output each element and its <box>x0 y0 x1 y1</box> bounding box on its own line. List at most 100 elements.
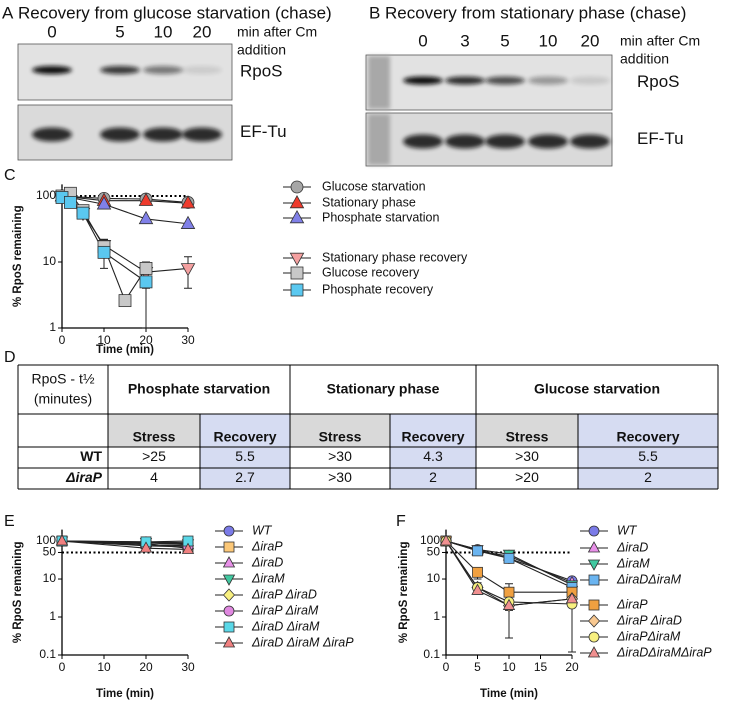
legend-marker <box>222 588 236 602</box>
legend-label: Glucose starvation <box>322 179 426 193</box>
lane-label: 10 <box>154 22 173 41</box>
series-line <box>445 540 573 605</box>
x-tick-label: 10 <box>502 660 516 674</box>
band <box>445 134 485 149</box>
band <box>182 66 222 74</box>
y-tick-label: 10 <box>43 571 57 585</box>
legend-label: ΔiraP ΔiraD <box>251 587 317 601</box>
y-axis-title: % RpoS remaining <box>398 541 410 643</box>
x-axis-title: Time (min) <box>96 688 154 700</box>
band <box>403 134 443 149</box>
lane-label: 5 <box>500 31 509 50</box>
legend-label: ΔiraD <box>251 555 283 569</box>
marker <box>96 196 112 210</box>
cell-bg <box>578 414 718 447</box>
legend-label: ΔiraD <box>616 540 648 554</box>
x-tick-label: 5 <box>474 660 481 674</box>
y-tick-label: 50 <box>43 545 57 559</box>
band <box>143 127 183 142</box>
cell-bg <box>290 414 390 447</box>
y-axis-title: % RpoS remaining <box>12 205 24 307</box>
panel-label: E <box>4 513 15 530</box>
y-tick-label: 100 <box>420 533 440 547</box>
y-tick-label: 50 <box>427 545 441 559</box>
marker <box>76 206 90 220</box>
caption: min after Cm <box>237 24 317 40</box>
legend-label: WT <box>252 523 273 537</box>
legend-marker <box>290 266 304 280</box>
cell: 5.5 <box>235 448 255 464</box>
x-tick-label: 30 <box>181 660 195 674</box>
band <box>528 76 568 85</box>
lane-label: 20 <box>581 31 600 50</box>
y-axis-title: % RpoS remaining <box>12 541 24 643</box>
panel-label: F <box>396 513 406 530</box>
marker <box>64 196 77 209</box>
y-tick-label: 0.1 <box>423 647 440 661</box>
x-tick-label: 20 <box>139 333 153 347</box>
marker <box>502 598 516 610</box>
marker <box>180 215 196 229</box>
band-label: RpoS <box>240 61 283 80</box>
legend-label: Stationary phase recovery <box>322 250 468 264</box>
series-line <box>61 540 189 543</box>
y-tick-label: 0.1 <box>39 647 56 661</box>
band <box>32 127 72 142</box>
x-tick-label: 30 <box>181 333 195 347</box>
panel-label: B <box>369 3 380 22</box>
band-label: EF-Tu <box>637 129 684 148</box>
subheader: Stress <box>319 429 362 445</box>
y-tick-label: 100 <box>36 533 56 547</box>
x-tick-label: 10 <box>97 660 111 674</box>
lane-label: 20 <box>193 22 212 41</box>
marker <box>471 583 484 595</box>
x-tick-label: 10 <box>97 333 111 347</box>
marker <box>118 294 132 308</box>
subheader: Recovery <box>213 429 276 445</box>
x-axis-title: Time (min) <box>480 688 538 700</box>
y-tick-label: 100 <box>36 188 56 202</box>
ladder <box>368 56 390 109</box>
band-label: EF-Tu <box>240 122 287 141</box>
cell: >20 <box>515 469 539 485</box>
legend-label: ΔiraDΔiraM <box>616 572 682 586</box>
legend-label: ΔiraP ΔiraD <box>616 613 682 627</box>
legend-label: ΔiraD ΔiraM <box>251 619 320 633</box>
x-tick-label: 0 <box>59 333 66 347</box>
cell: 2 <box>429 469 437 485</box>
panel-title: Recovery from glucose starvation (chase) <box>18 3 332 22</box>
legend-marker <box>587 541 601 553</box>
caption: addition <box>237 42 286 58</box>
band <box>570 76 610 85</box>
legend-marker <box>223 525 235 537</box>
row-name: ΔiraP <box>65 469 103 485</box>
marker <box>139 275 153 289</box>
legend-marker <box>223 605 235 617</box>
marker <box>503 586 515 598</box>
cell: >25 <box>142 448 166 464</box>
legend-marker <box>588 631 600 643</box>
cell: >30 <box>328 469 352 485</box>
y-tick-label: 1 <box>49 320 56 334</box>
marker <box>181 542 195 554</box>
legend-marker <box>290 283 304 297</box>
marker <box>180 195 196 209</box>
lane-label: 0 <box>418 31 427 50</box>
legend-label: ΔiraP <box>616 597 648 611</box>
legend-label: ΔiraM <box>616 556 650 570</box>
x-tick-label: 20 <box>565 660 579 674</box>
legend-marker <box>588 574 600 586</box>
marker <box>472 566 483 578</box>
legend-label: ΔiraDΔiraMΔiraP <box>616 645 712 659</box>
panel-title: Recovery from stationary phase (chase) <box>385 3 686 22</box>
band-label: RpoS <box>637 72 680 91</box>
marker <box>139 262 153 275</box>
subheader: Stress <box>133 429 176 445</box>
band <box>143 66 183 74</box>
x-tick-label: 20 <box>139 660 153 674</box>
lane-label: 3 <box>460 31 469 50</box>
subheader: Stress <box>506 429 549 445</box>
cell: 5.5 <box>638 448 658 464</box>
legend-label: Phosphate recovery <box>322 282 434 296</box>
